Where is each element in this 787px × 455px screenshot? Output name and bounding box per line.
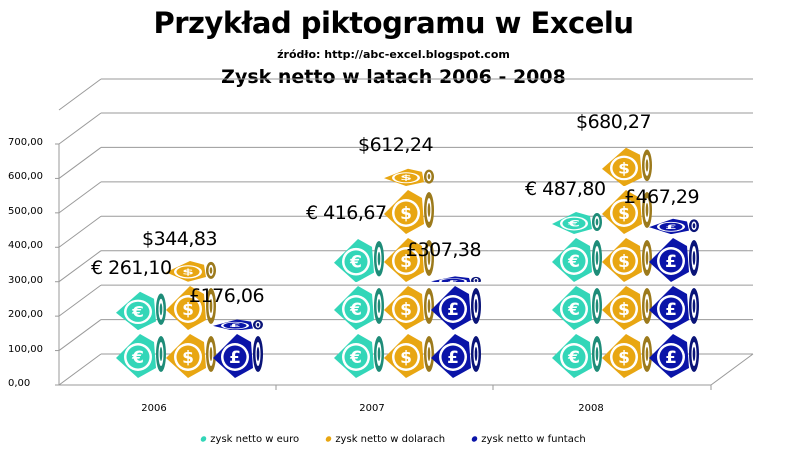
euro-coin-icon: € [550,284,606,330]
legend-label: zysk netto w funtach [481,434,586,445]
svg-text:£: £ [447,279,459,282]
pound-coin-icon: £ [647,236,703,282]
svg-text:€: € [567,252,580,272]
y-tick-label: 400,00 [8,240,43,252]
chart-source: źródło: http://abc-excel.blogspot.com [277,48,510,61]
pound-coin-icon: £ [429,332,485,378]
legend-item-euro[interactable]: zysk netto w euro [199,434,300,445]
svg-text:£: £ [447,300,459,320]
y-tick-label: 700,00 [8,136,43,148]
dollar-coin-icon: $ [164,260,220,282]
dollar-coin-icon: $ [600,146,656,186]
legend-marker-pound-icon [470,435,479,443]
legend-item-pound[interactable]: zysk netto w funtach [470,434,586,445]
x-tick-label-2006: 2006 [141,403,167,414]
euro-coin-icon: € [550,332,606,378]
legend-label: zysk netto w euro [210,434,300,445]
pound-coin-icon: £ [647,284,703,330]
data-label-euro-2007: € 416,67 [306,202,387,224]
dollar-coin-icon: $ [164,332,220,378]
svg-text:£: £ [665,252,677,272]
data-label-pound-2007: £307,38 [406,239,482,261]
data-label-dollar-2006: $344,83 [142,228,218,250]
svg-text:$: $ [618,204,630,224]
dollar-coin-icon: $ [382,188,438,234]
svg-text:€: € [567,220,580,229]
euro-coin-icon: € [332,237,388,282]
svg-text:€: € [349,251,362,271]
pound-coin-icon: £ [211,332,267,378]
data-label-pound-2006: £176,06 [189,285,265,307]
pound-coin-icon: £ [429,273,485,282]
svg-text:$: $ [618,348,630,368]
dollar-coin-icon: $ [600,236,656,282]
svg-text:€: € [349,348,362,368]
y-tick-label: 500,00 [8,205,43,217]
svg-text:$: $ [182,300,194,320]
x-tick-label-2007: 2007 [359,403,385,414]
y-tick-label: 600,00 [8,171,43,183]
dollar-coin-icon: $ [382,236,438,282]
y-tick-label: 300,00 [8,274,43,286]
dollar-coin-icon: $ [382,332,438,378]
svg-text:€: € [349,300,362,320]
x-tick-label-2008: 2008 [578,403,604,414]
svg-text:$: $ [618,252,630,272]
svg-text:$: $ [400,174,412,182]
euro-coin-icon: € [114,332,170,378]
dollar-coin-icon: $ [600,188,656,234]
svg-text:£: £ [229,323,241,328]
euro-coin-icon: € [550,211,606,234]
euro-coin-icon: € [550,236,606,282]
dollar-coin-icon: $ [164,284,220,330]
y-tick-label: 0,00 [8,378,31,389]
legend-marker-dollar-icon [324,435,333,443]
svg-text:$: $ [182,268,194,277]
dollar-coin-icon: $ [382,284,438,330]
svg-text:£: £ [665,348,677,368]
data-label-dollar-2007: $612,24 [358,134,434,156]
svg-text:$: $ [400,348,412,368]
euro-coin-icon: € [114,290,170,330]
pound-coin-icon: £ [429,284,485,330]
chart-title: Przykład piktogramu w Excelu [153,6,634,40]
svg-text:$: $ [400,204,412,224]
svg-text:$: $ [618,159,630,177]
svg-text:€: € [567,300,580,320]
data-label-euro-2008: € 487,80 [525,178,606,200]
y-tick-label: 200,00 [8,309,43,321]
svg-text:€: € [567,348,580,368]
svg-text:£: £ [447,348,459,368]
pound-coin-icon: £ [647,332,703,378]
svg-text:£: £ [665,224,677,231]
svg-text:$: $ [618,300,630,320]
data-label-pound-2008: £467,29 [624,186,700,208]
svg-text:$: $ [400,252,412,272]
chart-legend: zysk netto w euro zysk netto w dolarach … [0,434,787,445]
dollar-coin-icon: $ [600,332,656,378]
svg-text:£: £ [229,348,241,368]
y-tick-label: 100,00 [8,343,43,355]
data-label-dollar-2008: $680,27 [576,111,652,133]
svg-text:€: € [131,348,144,368]
euro-coin-icon: € [332,284,388,330]
data-label-euro-2006: € 261,10 [91,257,172,279]
svg-text:€: € [131,303,144,321]
svg-text:$: $ [400,300,412,320]
dollar-coin-icon: $ [600,284,656,330]
legend-item-dollar[interactable]: zysk netto w dolarach [324,434,446,445]
legend-marker-euro-icon [199,435,208,443]
chart-subtitle: Zysk netto w latach 2006 - 2008 [221,66,566,88]
pound-coin-icon: £ [211,318,267,330]
legend-label: zysk netto w dolarach [335,434,446,445]
dollar-coin-icon: $ [382,168,438,186]
euro-coin-icon: € [332,332,388,378]
svg-text:£: £ [665,300,677,320]
pound-coin-icon: £ [647,218,703,234]
svg-text:$: $ [182,348,194,368]
